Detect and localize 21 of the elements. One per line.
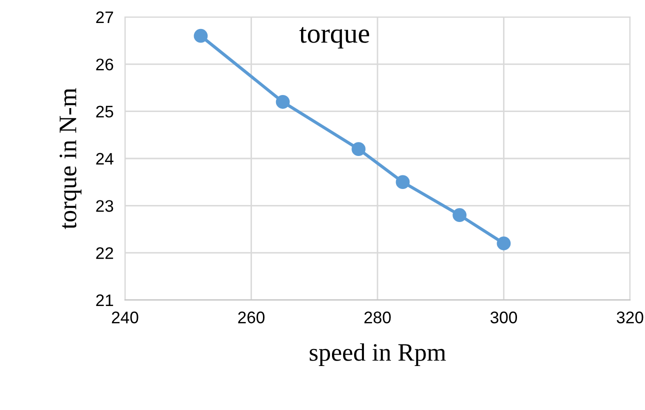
y-tick-label: 27 — [96, 11, 114, 24]
point — [276, 94, 290, 109]
y-tick-label: 21 — [96, 294, 114, 306]
y-axis-title: torque in N-m — [60, 88, 82, 230]
y-tick-label: 23 — [96, 200, 114, 212]
point — [396, 175, 410, 190]
y-tick-label: 25 — [96, 106, 114, 118]
x-tick-label: 300 — [490, 312, 518, 324]
y-tick-label: 26 — [96, 58, 114, 70]
point — [194, 28, 208, 43]
x-tick-label: 280 — [364, 312, 391, 324]
x-tick-label: 260 — [238, 312, 265, 324]
y-tick-label: 22 — [96, 247, 114, 259]
x-tick-label: 320 — [616, 312, 644, 324]
point — [452, 208, 467, 222]
point — [352, 142, 366, 156]
y-tick-label: 24 — [96, 152, 114, 165]
x-tick-label: 240 — [112, 312, 138, 324]
point — [496, 236, 511, 250]
x-axis-title: speed in Rpm — [310, 343, 446, 366]
chart-title: torque — [299, 26, 370, 49]
